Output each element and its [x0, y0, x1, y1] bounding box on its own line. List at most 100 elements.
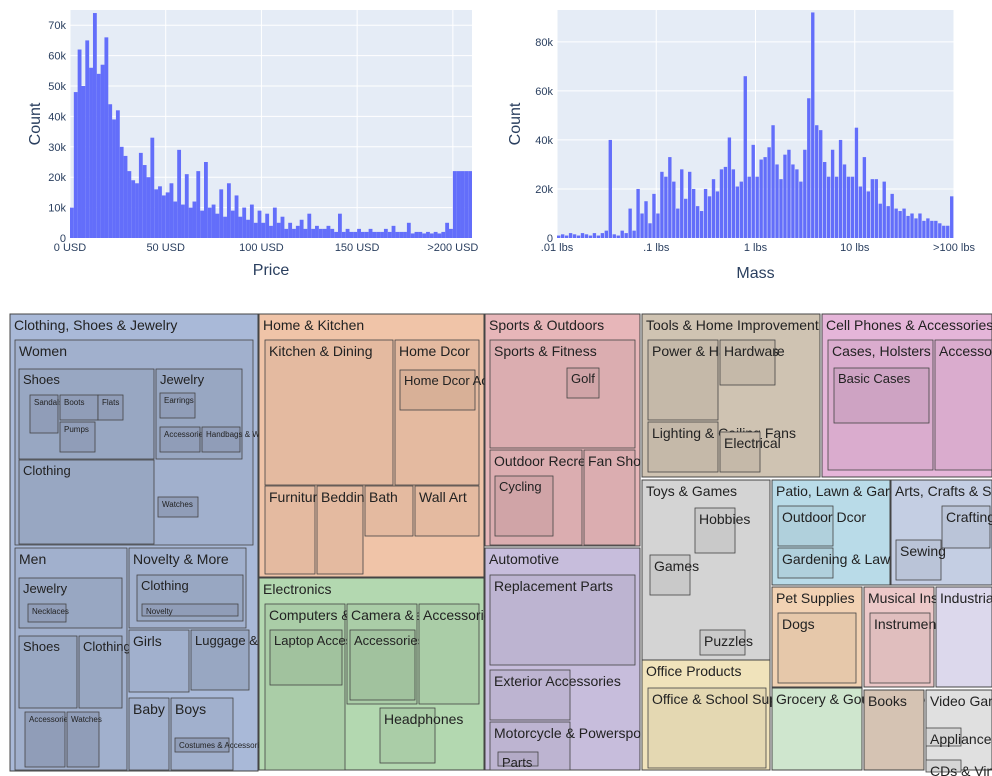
mass-bar: [771, 125, 775, 238]
treemap-label: Motorcycle & Powersports: [494, 725, 657, 741]
mass-bar: [902, 208, 906, 238]
treemap-label: Handbags & Wallets: [206, 430, 278, 439]
treemap-cell: [934, 339, 992, 471]
mass-bar: [918, 213, 922, 238]
price-bar: [154, 189, 159, 238]
price-x-tick-label: 50 USD: [146, 242, 185, 254]
price-bar: [234, 195, 239, 238]
price-bar: [456, 171, 461, 238]
treemap-cell: [489, 339, 636, 449]
mass-bar: [576, 235, 581, 238]
price-bar: [196, 171, 201, 238]
treemap-cell: [925, 727, 962, 747]
price-bar: [165, 192, 170, 238]
treemap-cell: [925, 759, 962, 773]
treemap-label: Kitchen & Dining: [269, 343, 373, 359]
mass-x-tick-label: 1 lbs: [744, 242, 768, 254]
price-y-tick-label: 50k: [48, 81, 66, 93]
mass-bar: [878, 203, 882, 238]
price-bar: [399, 231, 404, 238]
mass-bars: [557, 12, 954, 239]
treemap-label: Accessories: [164, 430, 207, 439]
mass-bar: [676, 208, 680, 238]
price-bar: [173, 201, 178, 238]
price-bar: [403, 231, 407, 238]
price-bar: [261, 222, 266, 238]
price-x-tick-label: 100 USD: [239, 242, 284, 254]
mass-bar: [759, 159, 763, 238]
price-bar: [77, 49, 82, 238]
price-bar: [334, 231, 338, 238]
treemap-label: Accessories: [939, 343, 992, 359]
price-bar: [330, 228, 335, 238]
mass-bar: [715, 191, 720, 238]
mass-x-ticks: .01 lbs .1 lbs 1 lbs 10 lbs >100 lbs: [541, 242, 976, 254]
treemap-label: Pumps: [64, 425, 89, 434]
price-bar: [307, 213, 312, 238]
price-bar: [73, 92, 78, 238]
price-bar: [70, 207, 74, 238]
price-bar: [422, 233, 427, 238]
mass-x-tick-label: 10 lbs: [840, 242, 870, 254]
treemap-label: Cycling: [499, 479, 542, 494]
mass-bar: [850, 176, 855, 238]
price-bar: [142, 165, 147, 238]
price-bar: [246, 219, 250, 238]
treemap-label: Boys: [175, 701, 206, 717]
treemap-label: Jewelry: [23, 581, 68, 596]
price-bar: [272, 207, 277, 238]
treemap-cell: [349, 629, 416, 701]
price-y-tick-label: 40k: [48, 111, 66, 123]
mass-bar: [707, 196, 712, 238]
treemap-cell: [489, 669, 571, 721]
mass-bar: [664, 176, 668, 238]
mass-bar: [914, 218, 918, 238]
price-bar: [349, 231, 354, 238]
treemap-label: Puzzles: [704, 633, 753, 649]
treemap-label: Clothing: [23, 463, 71, 478]
mass-bar: [727, 137, 732, 238]
treemap-cell: [719, 431, 761, 473]
treemap-cell: [647, 339, 719, 421]
mass-y-tick-label: 60k: [535, 86, 553, 98]
mass-bar: [747, 176, 751, 238]
mass-bar: [795, 169, 799, 238]
mass-bar: [826, 176, 831, 238]
treemap-label: Shoes: [23, 372, 60, 387]
mass-bar: [672, 181, 676, 238]
price-bar: [395, 231, 400, 238]
treemap-label: Industrial & Scientific: [940, 590, 992, 606]
treemap-label: Books: [868, 693, 907, 709]
price-bar: [383, 228, 388, 238]
price-bar: [269, 225, 273, 238]
price-bar: [357, 228, 361, 238]
treemap-label: Office & School Supplies: [652, 691, 806, 707]
price-bar: [445, 222, 450, 238]
price-bar: [219, 189, 224, 238]
treemap-label: Sports & Outdoors: [489, 317, 604, 333]
treemap-label: Novelty & More: [133, 551, 229, 567]
mass-bar: [866, 191, 871, 238]
mass-bar: [763, 157, 767, 238]
mass-bar: [779, 179, 783, 238]
price-bar: [127, 171, 132, 238]
mass-bar: [584, 234, 589, 238]
price-y-axis-label: Count: [27, 102, 44, 145]
treemap-label: Shoes: [23, 639, 60, 654]
treemap-cell: [649, 554, 691, 596]
treemap-label: Exterior Accessories: [494, 673, 621, 689]
price-bar: [410, 233, 415, 238]
mass-bar: [930, 220, 934, 238]
mass-bar: [894, 208, 898, 238]
treemap-label: Cell Phones & Accessories: [826, 317, 992, 333]
treemap-label: Electrical: [724, 435, 781, 451]
treemap-label: Accessories: [29, 715, 72, 724]
treemap-label: Bath: [369, 489, 398, 505]
treemap-cell: [18, 635, 78, 709]
price-bar: [223, 216, 227, 238]
treemap-label: Accessories: [354, 633, 425, 648]
price-bar: [238, 216, 243, 238]
price-bar: [295, 225, 300, 238]
treemap-label: Headphones: [384, 711, 463, 727]
price-bar: [112, 119, 116, 238]
